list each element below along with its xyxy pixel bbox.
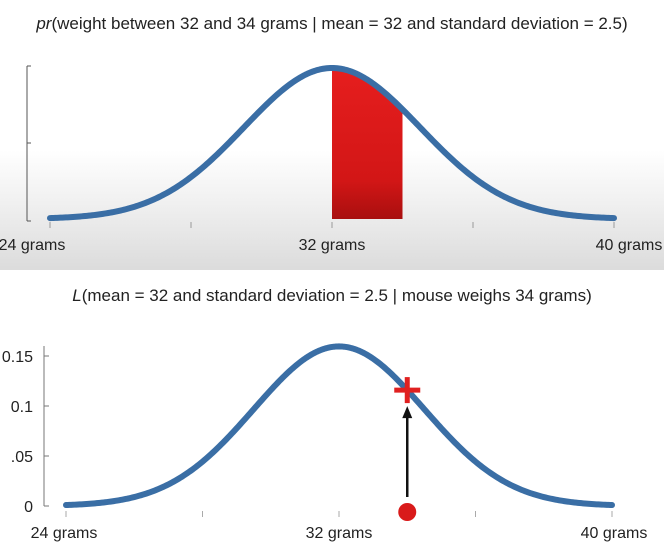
x-tick-label: 24 grams <box>31 525 98 542</box>
likelihood-panel: L(mean = 32 and standard deviation = 2.5… <box>0 270 664 556</box>
likelihood-title-prefix: L <box>72 286 82 305</box>
probability-chart: 24 grams 32 grams 40 grams <box>0 65 663 254</box>
y-tick-label: 0 <box>24 499 33 516</box>
observed-weight-point <box>398 503 417 521</box>
likelihood-title-rest: (mean = 32 and standard deviation = 2.5 … <box>81 286 592 305</box>
y-tick-label: 0.15 <box>2 349 33 366</box>
likelihood-title: L(mean = 32 and standard deviation = 2.5… <box>0 286 664 306</box>
x-tick-label: 32 grams <box>299 237 366 254</box>
likelihood-chart: 0 .05 0.1 0.15 24 grams 32 grams 40 grams <box>2 343 648 542</box>
probability-title: pr(weight between 32 and 34 grams | mean… <box>0 14 664 34</box>
normal-curve <box>63 343 615 509</box>
probability-title-rest: (weight between 32 and 34 grams | mean =… <box>51 14 628 33</box>
x-tick-label: 40 grams <box>581 525 648 542</box>
probability-panel: pr(weight between 32 and 34 grams | mean… <box>0 0 664 270</box>
shaded-probability-area <box>332 68 403 219</box>
probability-title-prefix: pr <box>36 14 52 33</box>
arrow-head <box>402 406 413 419</box>
y-tick-label: 0.1 <box>11 399 33 416</box>
x-tick-label: 24 grams <box>0 237 65 254</box>
normal-curve <box>47 65 617 222</box>
y-tick-label: .05 <box>11 449 33 466</box>
x-tick-label: 32 grams <box>306 525 373 542</box>
x-tick-label: 40 grams <box>596 237 663 254</box>
